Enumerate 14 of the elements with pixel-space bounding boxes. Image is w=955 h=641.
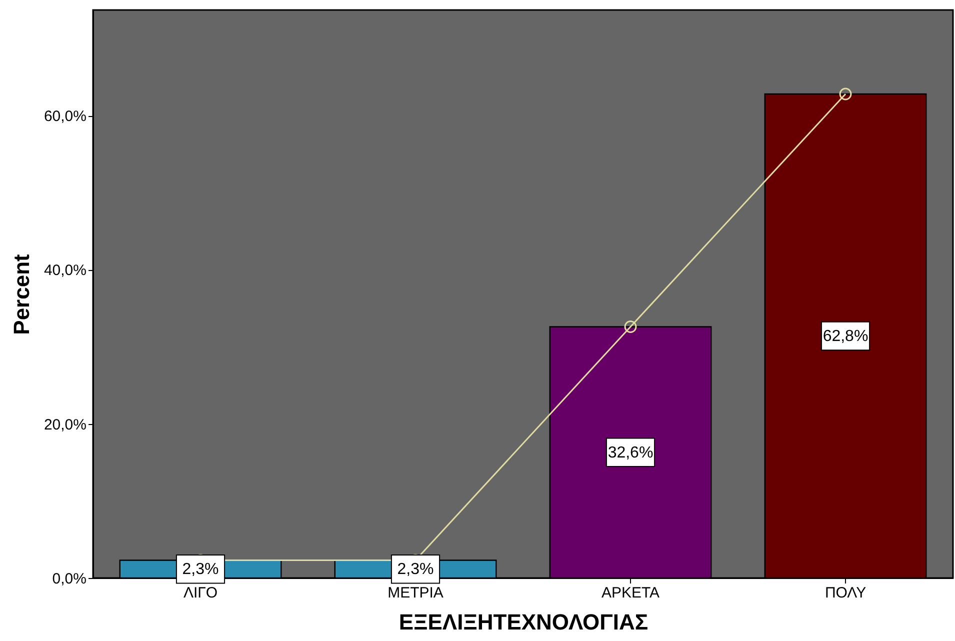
data-label: 62,8% <box>822 328 868 346</box>
data-label: 32,6% <box>608 444 654 462</box>
y-tick-label: 60,0% <box>44 108 86 126</box>
x-tick-label: ΛΙΓΟ <box>183 584 218 602</box>
x-axis-title: ΕΞΕΛΙΞΗΤΕΧΝΟΛΟΓΙΑΣ <box>398 610 648 634</box>
y-axis-title: Percent <box>8 253 34 335</box>
data-label: 2,3% <box>397 561 434 578</box>
data-label: 2,3% <box>182 561 219 578</box>
y-tick-label: 20,0% <box>44 416 86 434</box>
y-tick-label: 0,0% <box>52 570 86 588</box>
x-tick-label: ΑΡΚΕΤΑ <box>601 584 660 602</box>
x-tick-label: ΜΕΤΡΙΑ <box>388 584 444 602</box>
y-tick-label: 40,0% <box>44 262 86 280</box>
x-tick-label: ΠΟΛΥ <box>824 584 866 602</box>
